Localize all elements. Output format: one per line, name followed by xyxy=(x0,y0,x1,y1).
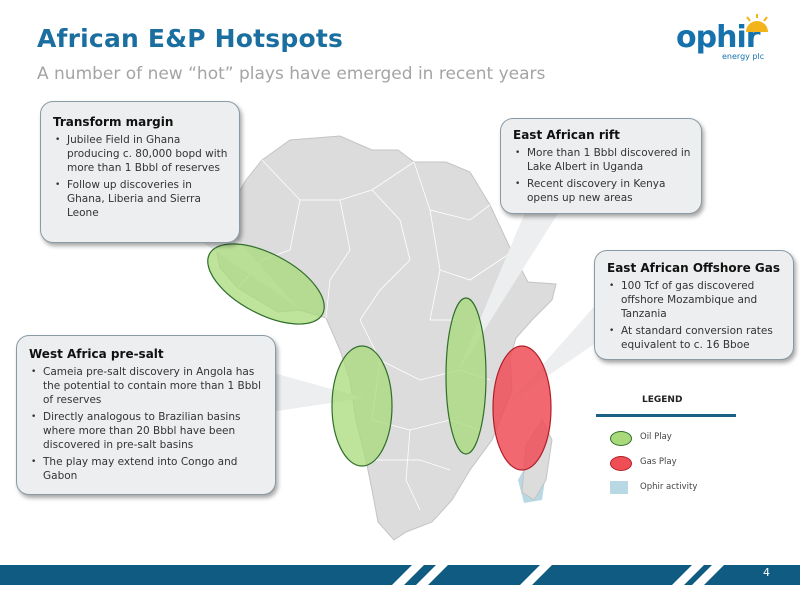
bullet: Follow up discoveries in Ghana, Liberia … xyxy=(55,178,229,220)
oil-play-east-african-rift xyxy=(445,297,487,455)
bullet: The play may extend into Congo and Gabon xyxy=(31,455,265,483)
callout-transform-margin-bullets: Jubilee Field in Ghana producing c. 80,0… xyxy=(53,133,229,220)
bullet: More than 1 Bbbl discovered in Lake Albe… xyxy=(515,146,691,174)
callout-transform-margin: Transform margin Jubilee Field in Ghana … xyxy=(40,101,240,243)
bullet: Cameia pre-salt discovery in Angola has … xyxy=(31,365,265,407)
rift-callout-pointer xyxy=(458,210,560,372)
bullet: Recent discovery in Kenya opens up new a… xyxy=(515,177,691,205)
callout-west-africa-presalt-title: West Africa pre-salt xyxy=(29,347,164,361)
presalt-callout-pointer xyxy=(270,372,364,412)
page-title: African E&P Hotspots xyxy=(37,24,344,53)
oil-play-transform-margin xyxy=(207,243,325,325)
sun-icon xyxy=(746,14,768,32)
bullet: Jubilee Field in Ghana producing c. 80,0… xyxy=(55,133,229,175)
callout-west-africa-presalt-bullets: Cameia pre-salt discovery in Angola has … xyxy=(29,365,265,483)
map-legend: LEGEND Oil Play Gas Play Ophir activity xyxy=(596,388,736,498)
page-number: 4 xyxy=(763,566,770,579)
legend-divider xyxy=(596,414,736,417)
bullet: Directly analogous to Brazilian basins w… xyxy=(31,410,265,452)
legend-label: Oil Play xyxy=(640,432,672,442)
callout-east-african-offshore-gas-bullets: 100 Tcf of gas discovered offshore Mozam… xyxy=(607,279,783,352)
callout-east-african-rift-title: East African rift xyxy=(513,128,620,142)
ophir-logo: ophir energy plc xyxy=(676,14,772,62)
logo-subtext: energy plc xyxy=(722,52,765,61)
callout-east-african-offshore-gas: East African Offshore Gas 100 Tcf of gas… xyxy=(594,250,794,360)
ophir-activity-swatch xyxy=(610,481,628,494)
legend-label: Ophir activity xyxy=(640,482,698,492)
footer-stripes xyxy=(392,565,724,585)
oil-play-west-africa-presalt xyxy=(331,345,393,467)
callout-east-african-rift: East African rift More than 1 Bbbl disco… xyxy=(500,118,702,214)
callout-west-africa-presalt: West Africa pre-salt Cameia pre-salt dis… xyxy=(16,335,276,495)
bullet: At standard conversion rates equivalent … xyxy=(609,324,783,352)
page-subtitle: A number of new “hot” plays have emerged… xyxy=(37,64,546,84)
callout-east-african-offshore-gas-title: East African Offshore Gas xyxy=(607,261,780,275)
bullet: 100 Tcf of gas discovered offshore Mozam… xyxy=(609,279,783,321)
gas-play-east-african-offshore xyxy=(492,345,552,471)
footer-bar xyxy=(0,565,800,585)
gas-play-swatch xyxy=(610,456,632,471)
callout-east-african-rift-bullets: More than 1 Bbbl discovered in Lake Albe… xyxy=(513,146,691,205)
legend-label: Gas Play xyxy=(640,457,677,467)
callout-transform-margin-title: Transform margin xyxy=(53,115,174,129)
logo-wordmark: ophir xyxy=(676,20,761,55)
oil-play-swatch xyxy=(610,431,632,446)
legend-title: LEGEND xyxy=(642,395,683,405)
